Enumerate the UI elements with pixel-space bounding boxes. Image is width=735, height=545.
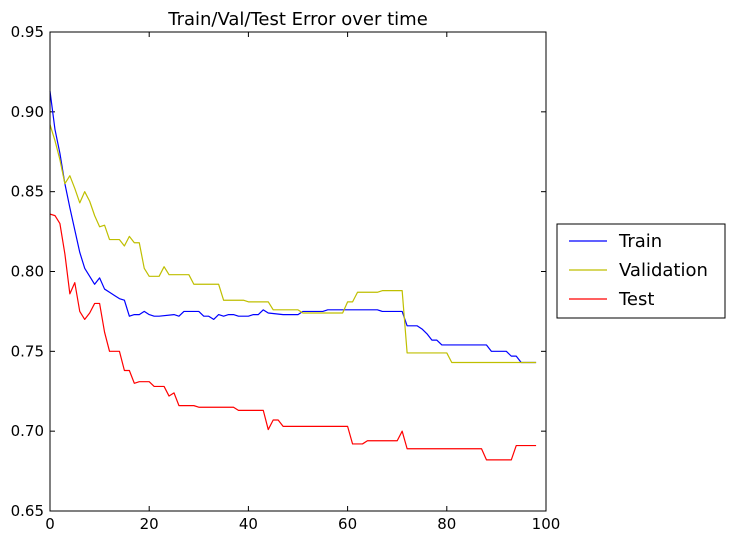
x-tick-label: 0 <box>45 515 55 533</box>
legend-box <box>556 223 726 319</box>
axes-ticks: 0 20 40 60 80 100 0.65 0.70 0.75 0.80 0.85 0.90 0.95 <box>11 23 561 533</box>
chart-title: Train/Val/Test Error over time <box>167 9 428 30</box>
legend-label-validation: Validation <box>619 260 708 281</box>
series-lines <box>49 91 537 461</box>
y-tick-label: 0.75 <box>11 342 44 360</box>
x-tick-label: 20 <box>140 515 159 533</box>
plot-frame <box>49 31 547 512</box>
x-tick-label: 40 <box>239 515 258 533</box>
y-tick-label: 0.80 <box>11 263 44 281</box>
y-tick-label: 0.95 <box>11 23 44 41</box>
y-tick-label: 0.90 <box>11 103 44 121</box>
y-tick-label: 0.85 <box>11 183 44 201</box>
series-line-train <box>49 91 537 364</box>
series-line-test <box>49 213 537 461</box>
x-tick-label: 80 <box>437 515 456 533</box>
legend-label-train: Train <box>618 231 662 252</box>
legend-label-test: Test <box>618 289 654 310</box>
x-tick-label: 100 <box>532 515 561 533</box>
y-tick-label: 0.70 <box>11 422 44 440</box>
y-tick-label: 0.65 <box>11 502 44 520</box>
x-tick-label: 60 <box>338 515 357 533</box>
series-line-validation <box>49 124 537 364</box>
legend: Train Validation Test <box>556 223 726 319</box>
